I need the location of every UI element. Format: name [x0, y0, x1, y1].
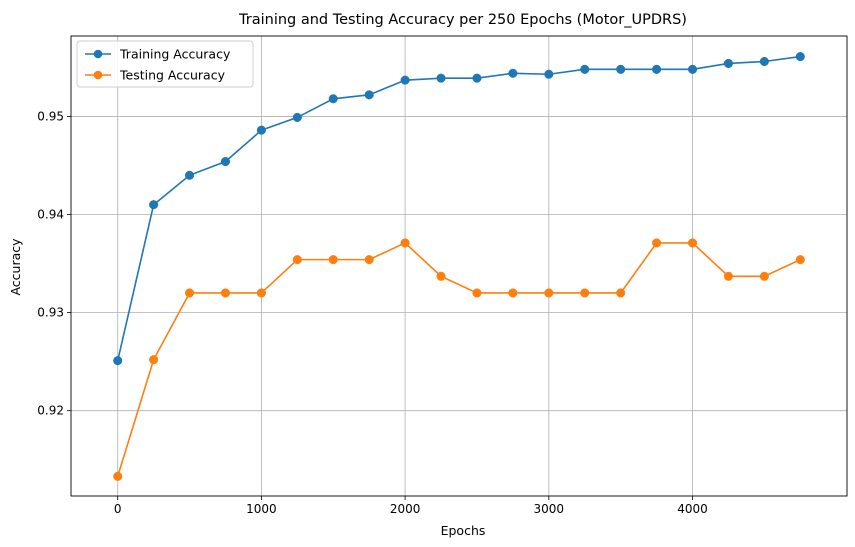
data-point — [795, 52, 805, 62]
data-point — [580, 64, 590, 74]
data-point — [149, 200, 159, 210]
x-tick-label: 3000 — [534, 502, 565, 516]
data-point — [292, 255, 302, 265]
data-point — [544, 288, 554, 298]
data-point — [220, 156, 231, 167]
x-tick-label: 2000 — [390, 502, 421, 516]
data-point — [616, 64, 626, 74]
data-point — [328, 94, 338, 104]
data-point — [544, 69, 554, 79]
x-axis-label: Epochs — [441, 523, 486, 538]
x-tick-label: 4000 — [677, 502, 708, 516]
data-point — [400, 238, 410, 248]
legend-label: Testing Accuracy — [119, 68, 226, 83]
data-point — [256, 125, 266, 135]
data-point — [364, 90, 374, 100]
data-point — [687, 238, 698, 248]
tick-labels: 0 1000 2000 3000 4000 0.92 0.93 0.94 0.95 — [37, 109, 708, 516]
data-point — [113, 356, 123, 366]
data-point — [256, 288, 266, 298]
data-point — [400, 75, 410, 85]
legend-marker — [93, 70, 103, 80]
x-tick-label: 1000 — [246, 502, 277, 516]
y-axis-label: Accuracy — [8, 238, 23, 296]
data-point — [436, 73, 446, 83]
data-point — [723, 271, 733, 281]
y-tick-label: 0.95 — [37, 109, 64, 123]
data-point — [795, 255, 805, 265]
legend-label: Training Accuracy — [119, 47, 231, 62]
y-tick-label: 0.93 — [37, 306, 64, 320]
data-point — [113, 471, 123, 481]
x-tick-label: 0 — [114, 502, 122, 516]
data-point — [652, 238, 662, 248]
plot-frame — [70, 35, 848, 497]
data-point — [580, 288, 590, 298]
series-line — [116, 55, 801, 361]
series-testing-accuracy — [113, 238, 805, 481]
legend: Training Accuracy Testing Accuracy — [76, 40, 254, 88]
legend-marker — [93, 49, 103, 59]
y-tick-label: 0.92 — [37, 404, 64, 418]
data-point — [652, 64, 662, 74]
legend-box — [76, 40, 254, 88]
data-point — [723, 58, 733, 69]
data-point — [687, 64, 698, 74]
series-training-accuracy — [113, 52, 805, 366]
data-point — [616, 288, 626, 298]
data-point — [759, 271, 769, 281]
data-point — [220, 288, 231, 298]
data-point — [149, 355, 159, 365]
y-tick-label: 0.94 — [37, 208, 64, 222]
data-point — [185, 288, 195, 298]
data-point — [292, 112, 302, 122]
data-point — [472, 73, 482, 83]
data-point — [185, 170, 195, 180]
series-line — [116, 241, 801, 477]
data-point — [508, 288, 518, 298]
data-point — [364, 255, 374, 265]
data-point — [759, 56, 769, 67]
data-point — [436, 271, 446, 281]
chart-title: Training and Testing Accuracy per 250 Ep… — [238, 12, 687, 28]
axes — [70, 35, 848, 497]
grid-lines — [71, 36, 847, 496]
data-point — [508, 68, 518, 78]
data-point — [472, 288, 482, 298]
data-point — [328, 255, 338, 265]
data-series — [113, 52, 805, 481]
